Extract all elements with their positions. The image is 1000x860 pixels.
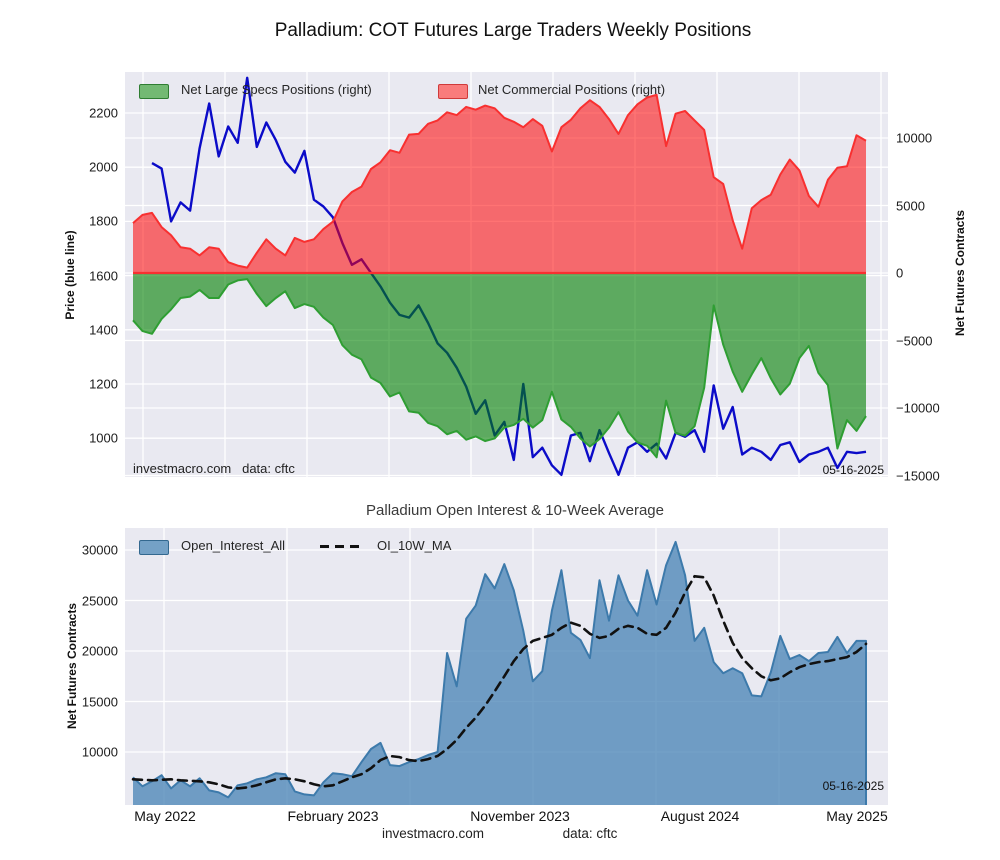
bottom-chart-plot-area: Open_Interest_All OI_10W_MA 05-16-2025 <box>125 528 888 805</box>
top-date-annotation: 05-16-2025 <box>822 463 884 477</box>
y-tick-label: 1400 <box>89 322 118 338</box>
legend-dash-sample-ma <box>320 545 362 548</box>
y-tick-label: 15000 <box>81 694 118 709</box>
x-tick-november-2023: November 2023 <box>470 808 570 824</box>
price-line <box>151 76 867 476</box>
open-interest-edge-line <box>132 540 867 805</box>
top-chart-svg <box>125 72 888 477</box>
y-tick-label: 30000 <box>81 542 118 558</box>
legend-label-large-specs: Net Large Specs Positions (right) <box>181 82 372 97</box>
bottom-left-axis-label: Net Futures Contracts <box>65 602 79 730</box>
top-chart-plot-area: Net Large Specs Positions (right) Net Co… <box>125 72 888 477</box>
open-interest-area <box>133 541 866 805</box>
y-tick-label: 0 <box>896 265 904 281</box>
large-specs-edge-line <box>132 278 867 459</box>
legend-swatch-open-interest <box>139 540 169 555</box>
commercials-area <box>133 94 866 273</box>
bottom-chart-svg <box>125 528 888 805</box>
y-tick-label: −15000 <box>896 468 940 483</box>
footer-source: data: cftc <box>562 826 618 841</box>
y-tick-label: 25000 <box>81 593 118 608</box>
top-watermark-site: investmacro.com <box>133 461 232 476</box>
top-watermark-source: data: cftc <box>242 461 295 476</box>
legend-label-commercials: Net Commercial Positions (right) <box>478 82 666 97</box>
moving-average-line <box>131 574 868 790</box>
x-tick-may-2022: May 2022 <box>134 808 196 824</box>
legend-swatch-commercials <box>438 84 468 99</box>
x-tick-august-2024: August 2024 <box>660 808 740 824</box>
bottom-date-annotation: 05-16-2025 <box>822 779 884 793</box>
x-tick-may-2025: May 2025 <box>826 808 888 824</box>
y-tick-label: 1800 <box>89 213 118 229</box>
y-tick-label: 1600 <box>89 268 118 284</box>
y-tick-label: 2200 <box>89 105 118 121</box>
main-title: Palladium: COT Futures Large Traders Wee… <box>274 20 752 41</box>
top-watermark: investmacro.com data: cftc <box>133 461 295 476</box>
y-tick-label: 10000 <box>896 130 933 146</box>
y-tick-label: −5000 <box>896 333 933 348</box>
top-right-axis-label: Net Futures Contracts <box>953 209 967 337</box>
y-tick-label: 5000 <box>896 198 925 213</box>
legend-label-open-interest: Open_Interest_All <box>181 538 286 553</box>
footer-site: investmacro.com <box>381 826 485 841</box>
large-specs-area <box>133 273 866 458</box>
legend-label-ma: OI_10W_MA <box>377 538 452 553</box>
y-tick-label: 20000 <box>81 643 118 659</box>
y-tick-label: 1200 <box>89 376 118 392</box>
commercials-edge-line <box>132 93 867 269</box>
x-tick-february-2023: February 2023 <box>287 808 379 824</box>
y-tick-label: 10000 <box>81 744 118 760</box>
legend-swatch-large-specs <box>139 84 169 99</box>
y-tick-label: 2000 <box>89 159 118 175</box>
y-tick-label: −10000 <box>896 400 940 416</box>
y-tick-label: 1000 <box>89 430 118 446</box>
bottom-chart-title: Palladium Open Interest & 10-Week Averag… <box>366 502 664 519</box>
top-left-axis-label: Price (blue line) <box>63 230 77 320</box>
